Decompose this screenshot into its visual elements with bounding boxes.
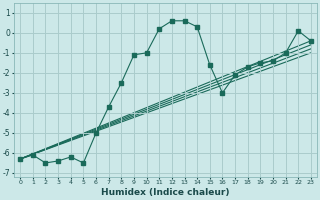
- X-axis label: Humidex (Indice chaleur): Humidex (Indice chaleur): [101, 188, 230, 197]
